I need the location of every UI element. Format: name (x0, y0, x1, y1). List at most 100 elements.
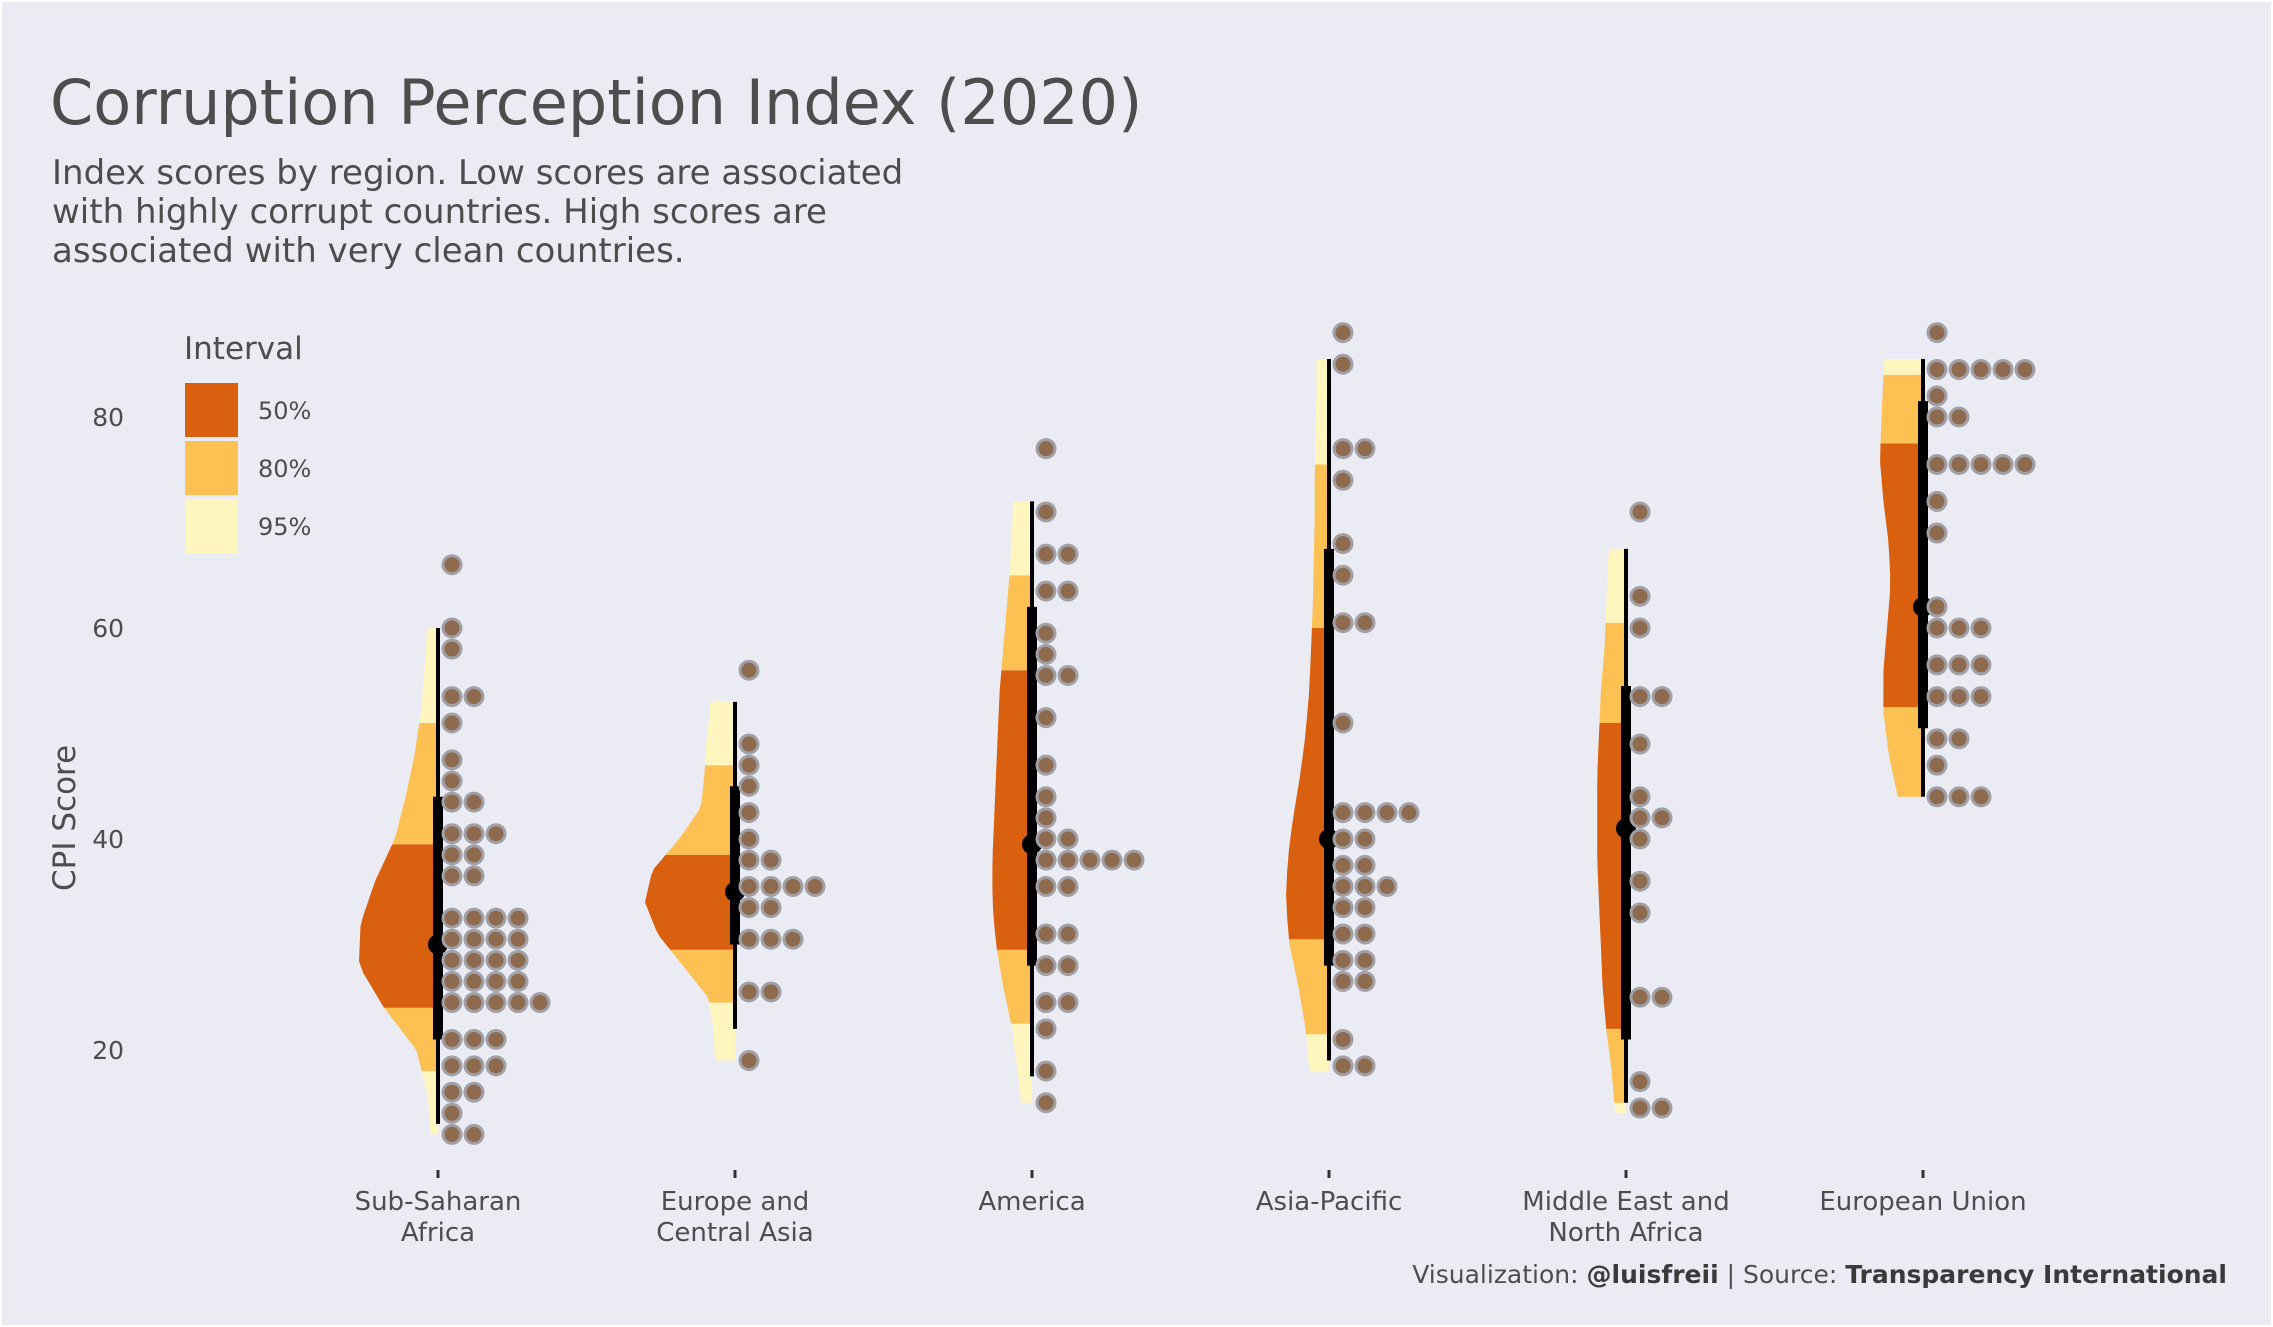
country-dot (1035, 501, 1057, 523)
country-dot (1354, 438, 1376, 460)
country-dot (1948, 786, 1970, 808)
country-dot (738, 775, 760, 797)
country-dot (1354, 875, 1376, 897)
country-dot (441, 949, 463, 971)
interval-band-50 (1597, 723, 1626, 1029)
country-dot (2014, 453, 2036, 475)
country-dot (1332, 469, 1354, 491)
country-dot (1629, 902, 1651, 924)
plot-panel (359, 322, 2036, 1145)
interval-band-80 (1883, 707, 1923, 797)
country-dot (441, 1055, 463, 1077)
country-dot (1332, 923, 1354, 945)
country-dot (1332, 949, 1354, 971)
country-dot (1332, 533, 1354, 555)
country-dot (1332, 897, 1354, 919)
country-dot (463, 791, 485, 813)
country-dot (1332, 353, 1354, 375)
country-dot (1629, 617, 1651, 639)
country-dot (1035, 707, 1057, 729)
x-tick-label: America (978, 1187, 1085, 1217)
country-dot (463, 844, 485, 866)
interval-band-50 (992, 670, 1032, 950)
country-dot (1057, 955, 1079, 977)
country-dot (1057, 828, 1079, 850)
country-dot (1035, 438, 1057, 460)
country-dot (1101, 849, 1123, 871)
country-dot (441, 617, 463, 639)
country-dot (1629, 786, 1651, 808)
y-axis-label: CPI Score (47, 745, 83, 891)
interval-band-95 (708, 1002, 735, 1061)
country-dot (441, 1102, 463, 1124)
x-tick-label: Africa (401, 1218, 475, 1248)
caption-viz-author: @luisfreii (1586, 1260, 1719, 1289)
country-dot (1123, 849, 1145, 871)
country-dot (760, 928, 782, 950)
country-dot (1332, 1028, 1354, 1050)
country-dot (1332, 970, 1354, 992)
interval-band-80 (1599, 622, 1626, 723)
country-dot (1926, 359, 1948, 381)
interval-band-80 (384, 1007, 438, 1072)
country-dot (782, 875, 804, 897)
legend-label: 80% (258, 455, 311, 483)
country-dot (1057, 923, 1079, 945)
country-dot (1035, 849, 1057, 871)
country-dot (1926, 754, 1948, 776)
country-dot (1376, 802, 1398, 824)
country-dot (507, 949, 529, 971)
country-dot (1332, 612, 1354, 634)
country-dot (1629, 870, 1651, 892)
x-tick-label: Central Asia (656, 1218, 813, 1248)
country-dot (1926, 522, 1948, 544)
country-dot (441, 712, 463, 734)
x-tick-label: Europe and (661, 1187, 810, 1217)
country-dot (485, 928, 507, 950)
country-dot (463, 1081, 485, 1103)
country-dot (1970, 786, 1992, 808)
country-dot (507, 928, 529, 950)
country-dot (1332, 1055, 1354, 1077)
country-dot (1629, 986, 1651, 1008)
country-dot (760, 981, 782, 1003)
interval-band-95 (1314, 359, 1329, 465)
country-dot (485, 823, 507, 845)
country-dot (485, 907, 507, 929)
country-dot (463, 1055, 485, 1077)
country-dot (1970, 617, 1992, 639)
country-dot (1332, 322, 1354, 344)
country-dot (1970, 686, 1992, 708)
country-dot (1057, 580, 1079, 602)
country-dot (1629, 501, 1651, 523)
country-dot (1948, 359, 1970, 381)
country-dot (1970, 359, 1992, 381)
country-dot (507, 992, 529, 1014)
country-dot (1629, 1071, 1651, 1093)
country-dot (1629, 807, 1651, 829)
interval-band-50 (1286, 628, 1329, 940)
country-dot (1035, 622, 1057, 644)
country-dot (485, 949, 507, 971)
x-tick-label: Sub-Saharan (355, 1187, 522, 1217)
country-dot (1354, 949, 1376, 971)
country-dot (485, 992, 507, 1014)
interval-band-95 (1883, 359, 1923, 375)
country-dot (1629, 733, 1651, 755)
country-dot (738, 897, 760, 919)
legend-label: 95% (258, 513, 311, 541)
country-dot (441, 686, 463, 708)
country-dot (1035, 1092, 1057, 1114)
country-dot (1332, 802, 1354, 824)
country-dot (1926, 654, 1948, 676)
country-dot (441, 992, 463, 1014)
interval-band-50 (645, 854, 735, 950)
interval-band-95 (1614, 1102, 1626, 1114)
country-dot (1354, 923, 1376, 945)
country-dot (1926, 385, 1948, 407)
country-dot (1035, 1018, 1057, 1040)
legend-key-95 (185, 499, 238, 553)
interval-band-95 (421, 1071, 438, 1135)
region-group (359, 554, 551, 1145)
